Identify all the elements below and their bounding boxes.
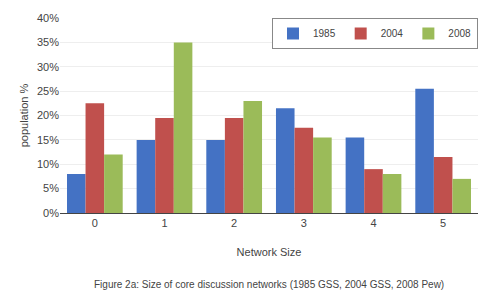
svg-text:population %: population % [18,83,30,147]
svg-text:4: 4 [370,217,376,229]
svg-text:20%: 20% [37,109,59,121]
svg-text:2008: 2008 [448,28,471,39]
svg-text:1: 1 [161,217,167,229]
svg-text:35%: 35% [37,36,59,48]
svg-text:15%: 15% [37,134,59,146]
svg-text:Figure 2a: Size of core discus: Figure 2a: Size of core discussion netwo… [94,279,444,290]
svg-text:10%: 10% [37,158,59,170]
svg-text:40%: 40% [37,12,59,24]
svg-text:25%: 25% [37,85,59,97]
svg-text:5: 5 [440,217,446,229]
svg-text:0: 0 [92,217,98,229]
svg-text:2004: 2004 [381,28,404,39]
svg-text:0%: 0% [43,207,59,219]
svg-text:30%: 30% [37,61,59,73]
svg-text:2: 2 [231,217,237,229]
svg-text:5%: 5% [43,182,59,194]
svg-text:1985: 1985 [313,28,336,39]
svg-text:Network Size: Network Size [237,246,302,258]
svg-text:3: 3 [301,217,307,229]
